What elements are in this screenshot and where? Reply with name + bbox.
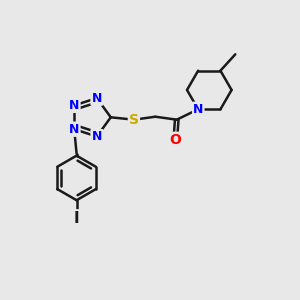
Text: N: N [193, 103, 203, 116]
Text: S: S [129, 113, 139, 127]
Text: O: O [169, 133, 181, 147]
Text: O: O [169, 133, 181, 147]
Text: N: N [69, 99, 80, 112]
Text: I: I [74, 211, 80, 226]
Text: S: S [129, 113, 139, 127]
Text: N: N [193, 103, 203, 116]
Text: N: N [92, 130, 102, 143]
Text: N: N [69, 99, 80, 112]
Text: N: N [92, 130, 102, 143]
Text: N: N [69, 123, 80, 136]
Text: N: N [92, 92, 102, 105]
Text: N: N [92, 92, 102, 105]
Text: N: N [69, 123, 80, 136]
Text: I: I [74, 211, 80, 226]
